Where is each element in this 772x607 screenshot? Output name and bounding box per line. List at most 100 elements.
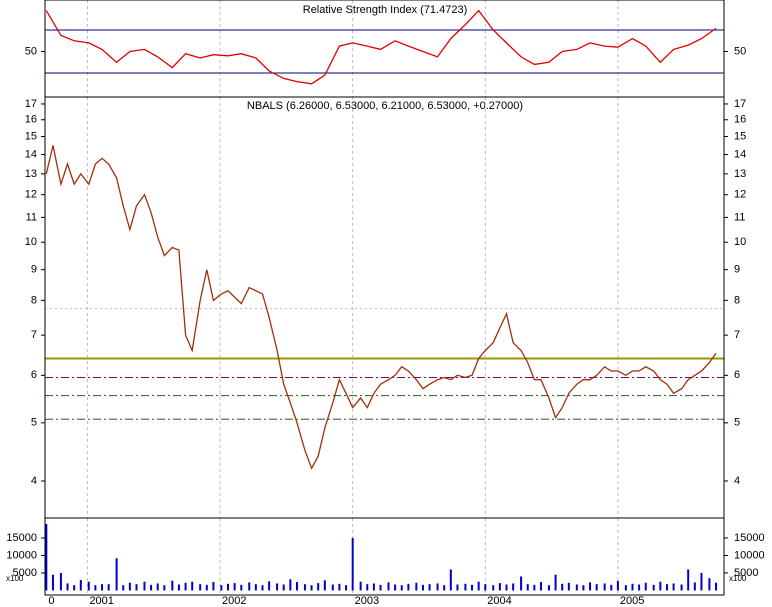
volume-bar	[715, 582, 718, 591]
y-tick-label: 14	[734, 148, 746, 160]
volume-bar	[687, 569, 690, 591]
volume-bar	[177, 584, 180, 591]
volume-bar	[115, 558, 118, 591]
y-tick-label: 16	[734, 114, 746, 126]
x-tick-label: 0	[48, 595, 54, 607]
y-tick-label: 13	[25, 168, 37, 180]
volume-bar	[191, 581, 194, 591]
volume-bar	[261, 585, 264, 591]
volume-bar	[379, 584, 382, 591]
volume-bar	[295, 582, 298, 591]
volume-bar	[631, 583, 634, 591]
x-tick-label: 2005	[620, 595, 644, 607]
volume-bar	[212, 582, 215, 591]
y-tick-label: 50	[25, 45, 37, 57]
series-line	[45, 9, 717, 85]
y-tick-label: 13	[734, 168, 746, 180]
volume-bar	[471, 584, 474, 591]
volume-bar	[567, 582, 570, 591]
volume-bar	[693, 582, 696, 591]
volume-bar	[449, 569, 452, 591]
volume-bar	[156, 583, 159, 591]
volume-bar	[554, 574, 557, 591]
volume-bar	[582, 585, 585, 591]
volume-bar	[394, 584, 397, 591]
volume-bar	[616, 581, 619, 591]
volume-bar	[665, 584, 668, 591]
volume-bar	[603, 583, 606, 591]
y-tick-label: 15	[25, 130, 37, 142]
y-tick-label: 15000	[6, 532, 37, 544]
volume-bar	[94, 585, 97, 591]
volume-bar	[484, 584, 487, 591]
unit-label: x100	[729, 574, 747, 583]
volume-bar	[282, 584, 285, 591]
volume-bar	[303, 584, 306, 591]
volume-bar	[624, 585, 627, 591]
volume-bar	[539, 582, 542, 591]
y-tick-label: 15000	[734, 532, 765, 544]
y-tick-label: 17	[734, 98, 746, 110]
y-tick-label: 10000	[734, 549, 765, 561]
volume-bar	[107, 584, 110, 591]
volume-bar	[51, 574, 54, 591]
y-tick-label: 4	[734, 475, 740, 487]
volume-bar	[122, 585, 125, 591]
y-tick-label: 7	[31, 329, 37, 341]
volume-bar	[520, 576, 523, 591]
y-tick-label: 5	[31, 417, 37, 429]
volume-bar	[561, 583, 564, 591]
volume-bar	[128, 582, 131, 591]
volume-bar	[400, 585, 403, 591]
volume-bar	[415, 582, 418, 591]
volume-bar	[59, 572, 62, 591]
y-tick-label: 12	[734, 189, 746, 201]
x-tick-label: 2001	[89, 595, 113, 607]
volume-bar	[407, 583, 410, 591]
volume-bar	[575, 584, 578, 591]
volume-bar	[184, 582, 187, 591]
y-tick-label: 9	[734, 264, 740, 276]
y-tick-label: 4	[31, 475, 37, 487]
volume-bar	[331, 584, 334, 591]
volume-bar	[240, 584, 243, 591]
volume-bar	[276, 583, 279, 591]
volume-bar	[498, 583, 501, 591]
volume-bar	[73, 585, 76, 591]
volume-bar	[464, 583, 467, 591]
volume-bar	[672, 583, 675, 591]
volume-bar	[143, 581, 146, 591]
volume-bar	[387, 582, 390, 591]
y-tick-label: 17	[25, 98, 37, 110]
volume-bar	[708, 578, 711, 591]
volume-bar	[87, 581, 90, 591]
volume-bar	[227, 583, 230, 591]
y-tick-label: 14	[25, 148, 37, 160]
volume-bar	[595, 584, 598, 591]
y-tick-label: 50	[734, 45, 746, 57]
volume-bar	[163, 585, 166, 591]
volume-bar	[150, 584, 153, 591]
unit-label: x100	[6, 574, 24, 583]
y-tick-label: 5000	[734, 567, 758, 579]
price-title: NBALS (6.26000, 6.53000, 6.21000, 6.5300…	[247, 100, 523, 112]
volume-bar	[477, 581, 480, 591]
volume-bar	[680, 584, 683, 591]
y-tick-label: 12	[25, 189, 37, 201]
volume-bar	[659, 581, 662, 591]
series-line	[45, 145, 717, 470]
volume-bar	[220, 585, 223, 591]
volume-bar	[372, 583, 375, 591]
volume-bar	[171, 580, 174, 591]
volume-bar	[101, 584, 104, 591]
volume-bar	[505, 584, 508, 591]
volume-bar	[589, 582, 592, 591]
volume-bar	[456, 584, 459, 591]
volume-bar	[351, 537, 354, 591]
x-tick-label: 2003	[355, 595, 379, 607]
volume-bar	[492, 585, 495, 591]
volume-bar	[533, 584, 536, 591]
volume-bar	[268, 581, 271, 591]
volume-bar	[248, 582, 251, 591]
